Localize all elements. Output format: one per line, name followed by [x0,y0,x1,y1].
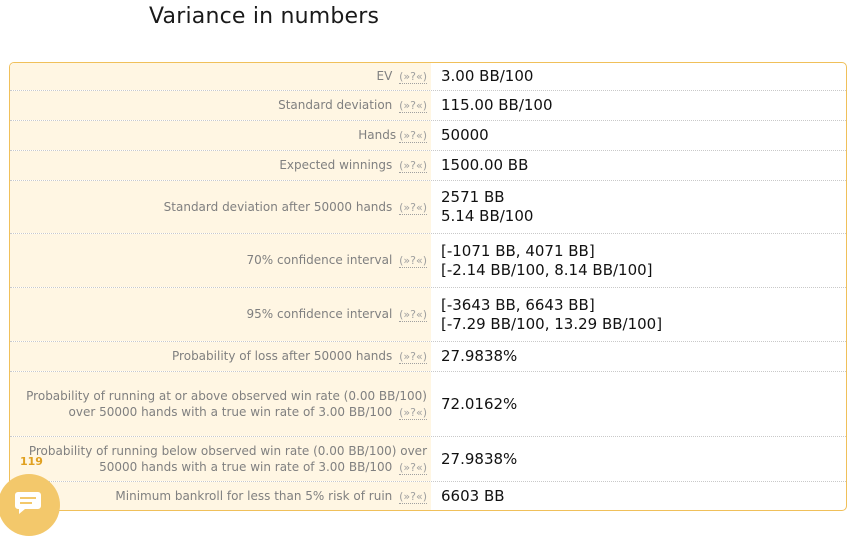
table-row: Probability of running below observed wi… [10,437,846,482]
table-row: 95% confidence interval (»?«) [-3643 BB,… [10,288,846,342]
row-label: Probability of running at or above obser… [10,372,431,436]
row-value: [-1071 BB, 4071 BB] [-2.14 BB/100, 8.14 B… [441,241,653,279]
row-label: Minimum bankroll for less than 5% risk o… [10,482,431,510]
table-row: EV (»?«) 3.00 BB/100 [10,63,846,91]
table-row: Probability of running at or above obser… [10,372,846,437]
row-label: 95% confidence interval (»?«) [10,288,431,341]
table-row: Standard deviation after 50000 hands (»?… [10,181,846,234]
row-value: [-3643 BB, 6643 BB] [-7.29 BB/100, 13.29 … [441,295,663,333]
help-link[interactable]: (»?«) [399,460,427,475]
table-row: Expected winnings (»?«) 1500.00 BB [10,151,846,181]
row-value: 27.9838% [441,449,518,468]
help-link[interactable]: (»?«) [399,159,427,173]
chat-icon [15,492,41,514]
row-label: Standard deviation after 50000 hands (»?… [10,181,431,233]
table-row: Standard deviation (»?«) 115.00 BB/100 [10,91,846,121]
row-value: 6603 BB [441,486,505,505]
row-value: 1500.00 BB [441,156,529,174]
row-label: EV (»?«) [10,63,431,90]
table-row: Probability of loss after 50000 hands (»… [10,342,846,372]
variance-table: EV (»?«) 3.00 BB/100 Standard deviation … [9,62,847,511]
help-link[interactable]: (»?«) [399,200,427,215]
table-row: Minimum bankroll for less than 5% risk o… [10,482,846,510]
help-link[interactable]: (»?«) [399,99,427,113]
row-label: Probability of running below observed wi… [10,437,431,481]
chat-widget-button[interactable] [0,474,60,536]
help-link[interactable]: (»?«) [399,405,427,420]
row-value: 50000 [441,126,489,144]
row-value: 27.9838% [441,347,518,365]
row-label: Probability of loss after 50000 hands (»… [10,342,431,371]
page-title: Variance in numbers [149,4,380,29]
help-link[interactable]: (»?«) [399,489,427,504]
table-row: 70% confidence interval (»?«) [-1071 BB,… [10,234,846,288]
help-link[interactable]: (»?«) [399,350,427,364]
row-label: Hands (»?«) [10,121,431,150]
help-link[interactable]: (»?«) [399,129,427,143]
help-link[interactable]: (»?«) [399,70,427,84]
row-value: 3.00 BB/100 [441,67,534,85]
table-row: Hands (»?«) 50000 [10,121,846,151]
help-link[interactable]: (»?«) [399,254,427,268]
help-link[interactable]: (»?«) [399,308,427,322]
row-value: 115.00 BB/100 [441,96,553,114]
row-label: 70% confidence interval (»?«) [10,234,431,287]
row-label: Standard deviation (»?«) [10,91,431,120]
row-value: 72.0162% [441,394,518,413]
row-label: Expected winnings (»?«) [10,151,431,180]
row-value: 2571 BB 5.14 BB/100 [441,188,534,225]
chat-count-badge: 119 [20,455,43,468]
